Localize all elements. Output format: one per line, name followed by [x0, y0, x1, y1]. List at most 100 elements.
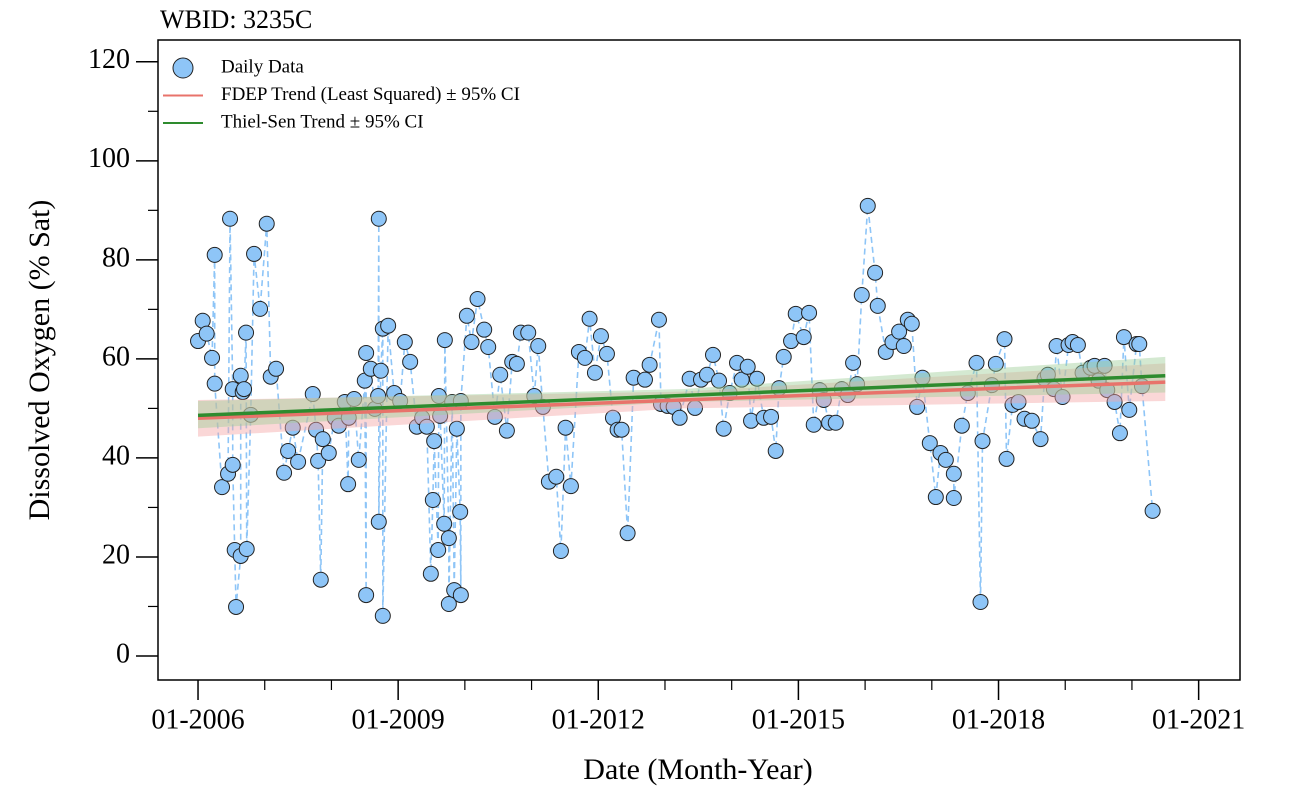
y-tick-label: 120	[88, 44, 130, 75]
data-point	[424, 492, 441, 509]
data-point	[452, 503, 469, 520]
data-point	[198, 325, 215, 342]
data-point	[448, 420, 465, 437]
data-point	[953, 417, 970, 434]
data-point	[206, 246, 223, 263]
data-point	[422, 565, 439, 582]
x-axis-label: Date (Month-Year)	[583, 753, 812, 786]
data-point	[370, 210, 387, 227]
data-point	[246, 245, 263, 262]
data-point	[430, 542, 447, 559]
data-point	[636, 371, 653, 388]
data-point	[380, 317, 397, 334]
data-point	[469, 290, 486, 307]
data-point	[927, 489, 944, 506]
data-point	[498, 422, 515, 439]
y-tick-label: 80	[102, 242, 130, 273]
data-point	[867, 264, 884, 281]
x-tick-label: 01-2021	[1152, 704, 1245, 735]
data-point	[1054, 389, 1071, 406]
data-point	[370, 388, 387, 405]
data-point	[767, 442, 784, 459]
data-point	[891, 323, 908, 340]
data-point	[998, 450, 1015, 467]
data-point	[805, 416, 822, 433]
data-point	[619, 525, 636, 542]
data-point	[350, 451, 367, 468]
data-point	[895, 338, 912, 355]
data-point	[304, 386, 321, 403]
data-point	[340, 476, 357, 493]
data-point	[859, 197, 876, 214]
data-point	[853, 287, 870, 304]
x-tick-label: 01-2009	[351, 704, 444, 735]
data-point	[576, 349, 593, 366]
data-point	[418, 418, 435, 435]
data-point	[974, 433, 991, 450]
legend-label: FDEP Trend (Least Squared) ± 95% CI	[221, 84, 520, 105]
plot-frame	[157, 39, 1241, 681]
data-point	[711, 372, 728, 389]
data-point	[492, 366, 509, 383]
data-point	[238, 324, 255, 341]
data-point	[508, 355, 525, 372]
data-point	[486, 408, 503, 425]
data-point	[530, 338, 547, 355]
data-point	[372, 362, 389, 379]
data-point	[996, 331, 1013, 348]
data-point	[775, 348, 792, 365]
data-point	[276, 464, 293, 481]
data-point	[402, 353, 419, 370]
data-point	[452, 587, 469, 604]
data-point	[845, 354, 862, 371]
data-point	[795, 329, 812, 346]
data-point	[280, 442, 297, 459]
data-point	[458, 307, 475, 324]
data-point	[310, 452, 327, 469]
data-point	[592, 328, 609, 345]
data-point	[1010, 393, 1027, 410]
data-connector	[197, 205, 1154, 616]
data-point	[436, 515, 453, 532]
data-point	[945, 490, 962, 507]
data-point	[557, 419, 574, 436]
data-point	[972, 594, 989, 611]
data-point	[562, 478, 579, 495]
legend-label: Daily Data	[221, 56, 304, 77]
data-point	[358, 587, 375, 604]
y-tick-label: 20	[102, 539, 130, 570]
data-point	[739, 358, 756, 375]
data-point	[903, 315, 920, 332]
data-point	[613, 421, 630, 438]
data-point	[268, 360, 285, 377]
x-tick-label: 01-2018	[952, 704, 1045, 735]
data-point	[641, 356, 658, 373]
data-point	[358, 344, 375, 361]
data-point	[548, 468, 565, 485]
data-point	[671, 409, 688, 426]
x-tick-label: 01-2006	[151, 704, 244, 735]
data-point	[314, 431, 331, 448]
data-point	[763, 408, 780, 425]
data-point	[463, 334, 480, 351]
y-tick-label: 60	[102, 341, 130, 372]
data-point	[937, 451, 954, 468]
data-point	[921, 435, 938, 452]
data-point	[987, 355, 1004, 372]
data-point	[520, 324, 537, 341]
data-point	[945, 465, 962, 482]
data-point	[801, 304, 818, 321]
x-tick-label: 01-2012	[552, 704, 645, 735]
data-point	[228, 598, 245, 615]
data-point	[598, 345, 615, 362]
data-point	[968, 354, 985, 371]
y-tick-label: 100	[88, 143, 130, 174]
data-point	[1121, 401, 1138, 418]
data-point	[1069, 337, 1086, 354]
data-point	[436, 332, 453, 349]
data-point	[480, 339, 497, 356]
legend-label: Thiel-Sen Trend ± 95% CI	[221, 111, 424, 132]
data-point	[1131, 336, 1148, 353]
data-point	[476, 321, 493, 338]
